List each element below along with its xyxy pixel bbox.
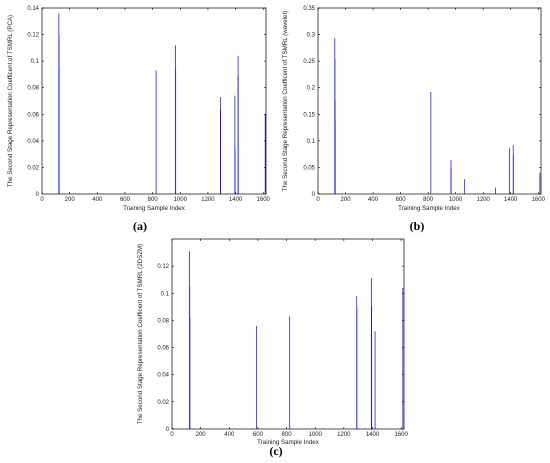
x-tick-label: 1600 [394, 432, 408, 438]
y-tick-label: 0.2 [307, 86, 316, 92]
x-tick-label: 1600 [532, 197, 546, 203]
chart-b: 0 200 400 600 800 1000 1200 1400 1600 0 0.05 0.1 0.1… [282, 6, 546, 233]
y-tick-label: 0.12 [27, 33, 39, 39]
plot-frame [171, 238, 405, 430]
panel-label: (b) [410, 219, 425, 233]
y-tick-label: 0.1 [307, 139, 316, 145]
x-tick-label: 0 [316, 197, 320, 203]
x-tick-label: 600 [253, 432, 264, 438]
y-tick-label: 0 [36, 192, 40, 198]
x-tick-label: 0 [40, 197, 44, 203]
stem-group [334, 38, 541, 194]
plot-frame [41, 7, 267, 195]
x-tick-label: 200 [341, 197, 352, 203]
x-tick-label: 800 [282, 432, 293, 438]
y-axis-label: The Second Stage Representation Coeffice… [137, 244, 144, 424]
x-tick-label: 1200 [337, 432, 351, 438]
panel-b: 0 200 400 600 800 1000 1200 1400 1600 0 0.05 0.1 0.1… [275, 0, 550, 236]
x-tick-label: 1200 [477, 197, 491, 203]
x-tick-label: 1400 [366, 432, 380, 438]
x-tick-label: 200 [65, 197, 76, 203]
x-tick-label: 600 [120, 197, 131, 203]
y-tick-label: 0.08 [27, 86, 39, 92]
y-tick-label: 0.1 [161, 291, 170, 297]
x-tick-label: 1400 [504, 197, 518, 203]
y-tick-label: 0.06 [157, 346, 169, 352]
x-tick-label: 1600 [257, 197, 271, 203]
chart-a: 0 200 400 600 800 1000 1200 1400 1600 0 0.02 0.04 0.… [7, 6, 271, 233]
x-tick-label: 1000 [174, 197, 188, 203]
y-axis-label: The Second Stage Representation Coeffice… [7, 15, 14, 187]
y-tick-label: 0.25 [303, 59, 315, 65]
x-axis-label: Training Sample Index [123, 205, 186, 212]
chart-c: 0 200 400 600 800 1000 1200 1400 1600 0 0.02 0.04 0.… [137, 238, 408, 458]
tick-group: 0 200 400 600 800 1000 1200 1400 1600 0 0.02 0.04 0.… [27, 6, 270, 203]
y-tick-label: 0 [166, 427, 170, 433]
y-tick-label: 0.06 [27, 112, 39, 118]
y-tick-label: 0.3 [307, 33, 316, 39]
y-tick-label: 0.04 [157, 373, 169, 379]
y-tick-label: 0.04 [27, 139, 39, 145]
y-tick-label: 0.05 [303, 165, 315, 171]
plot-frame [317, 7, 542, 195]
x-tick-label: 400 [224, 432, 235, 438]
tick-group: 0 200 400 600 800 1000 1200 1400 1600 0 0.02 0.04 0.… [157, 239, 408, 438]
x-tick-label: 0 [170, 432, 174, 438]
y-tick-label: 0.02 [27, 165, 39, 171]
y-axis-label: The Second Stage Representation Coeffice… [282, 11, 289, 191]
y-tick-label: 0.14 [27, 6, 39, 12]
panel-label: (a) [133, 219, 147, 233]
x-axis-label: Training Sample Index [257, 439, 320, 446]
panel-c: 0 200 400 600 800 1000 1200 1400 1600 0 0.02 0.04 0.… [130, 232, 420, 458]
x-tick-label: 400 [368, 197, 379, 203]
y-tick-label: 0.08 [157, 318, 169, 324]
x-tick-label: 1200 [201, 197, 215, 203]
y-tick-label: 0.15 [303, 112, 315, 118]
x-tick-label: 800 [423, 197, 434, 203]
y-tick-label: 0.35 [303, 6, 315, 12]
stem-group [58, 13, 266, 194]
y-tick-label: 0.1 [31, 59, 40, 65]
x-axis-label: Training Sample Index [398, 205, 461, 212]
stem-group [189, 251, 404, 429]
y-tick-label: 0 [312, 192, 316, 198]
tick-group: 0 200 400 600 800 1000 1200 1400 1600 0 0.05 0.1 0.1… [303, 6, 545, 203]
panel-a: 0 200 400 600 800 1000 1200 1400 1600 0 0.02 0.04 0.… [0, 0, 275, 236]
x-tick-label: 800 [148, 197, 159, 203]
x-tick-label: 1400 [229, 197, 243, 203]
x-tick-label: 1000 [449, 197, 463, 203]
x-tick-label: 600 [396, 197, 407, 203]
x-tick-label: 200 [196, 432, 207, 438]
x-tick-label: 400 [92, 197, 103, 203]
y-tick-label: 0.02 [157, 400, 169, 406]
x-tick-label: 1000 [309, 432, 323, 438]
y-tick-label: 0.12 [157, 264, 169, 270]
panel-label: (c) [269, 444, 282, 458]
